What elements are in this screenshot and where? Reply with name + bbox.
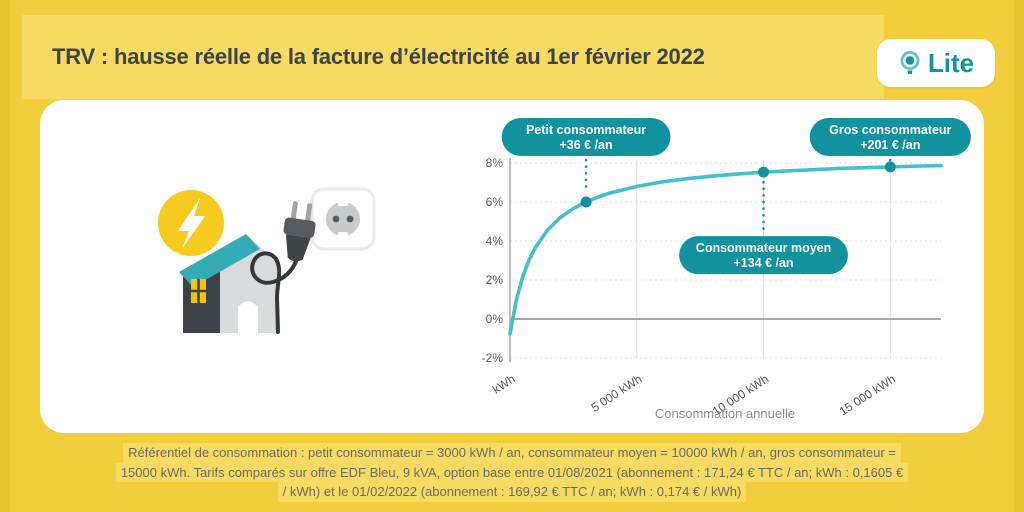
svg-text:kWh: kWh xyxy=(490,372,518,397)
consumption-chart: 8% 6% 4% 2% 0% -2% kWh 5 000 kWh 10 000 kWh 15 00… xyxy=(460,110,990,440)
right-edge-strip xyxy=(1014,0,1024,512)
svg-text:0%: 0% xyxy=(486,312,504,326)
lightbulb-icon xyxy=(900,51,920,74)
chart-svg: 8%6%4%2%0%-2%kWh 5 000 kWh 10 000 kWh 15 00… xyxy=(482,118,971,421)
svg-text:6%: 6% xyxy=(486,195,504,209)
socket-hole-right xyxy=(346,215,354,223)
svg-text:+134 € /an: +134 € /an xyxy=(733,256,793,270)
socket-notch-bottom xyxy=(338,232,348,239)
house-roof xyxy=(179,234,260,287)
svg-text:Consommateur moyen: Consommateur moyen xyxy=(696,241,831,255)
svg-text:2%: 2% xyxy=(486,273,504,287)
footnote-line: / kWh) et le 01/02/2022 (abonnement : 16… xyxy=(0,482,1024,502)
svg-text:Petit consommateur: Petit consommateur xyxy=(526,123,646,137)
svg-text:-2%: -2% xyxy=(482,351,504,365)
power-cord-icon xyxy=(250,251,299,334)
left-edge-strip xyxy=(0,0,10,512)
plug-cap xyxy=(283,217,316,238)
power-plug-icon xyxy=(283,201,316,262)
svg-text:4%: 4% xyxy=(486,234,504,248)
svg-text:Consommation annuelle: Consommation annuelle xyxy=(655,406,795,421)
plug-prong-left xyxy=(290,201,298,222)
lite-logo: Lite xyxy=(877,39,995,87)
footnote-line: 15000 kWh. Tarifs comparés sur offre EDF… xyxy=(0,462,1024,482)
house-plug-illustration xyxy=(158,187,376,334)
svg-text:15 000 kWh: 15 000 kWh xyxy=(837,372,898,419)
house-door xyxy=(238,301,258,333)
footnote-line: Référentiel de consommation : petit cons… xyxy=(0,443,1024,463)
socket-notch-top xyxy=(338,199,348,206)
main-panel: 8% 6% 4% 2% 0% -2% kWh 5 000 kWh 10 000 kWh 15 00… xyxy=(40,100,984,433)
plug-prong-right xyxy=(305,203,313,224)
page-title: TRV : hausse réelle de la facture d’élec… xyxy=(52,44,705,69)
svg-text:+36 € /an: +36 € /an xyxy=(559,138,612,152)
socket-circle xyxy=(326,202,360,236)
svg-text:8%: 8% xyxy=(486,156,504,170)
plug-body xyxy=(285,234,311,262)
lightning-bolt-icon xyxy=(178,198,205,249)
svg-text:+201 € /an: +201 € /an xyxy=(860,138,920,152)
footnote: Référentiel de consommation : petit cons… xyxy=(0,443,1024,502)
svg-text:Gros consommateur: Gros consommateur xyxy=(829,123,951,137)
svg-text:5 000 kWh: 5 000 kWh xyxy=(589,372,645,415)
socket-hole-left xyxy=(332,215,340,223)
header-band: TRV : hausse réelle de la facture d’élec… xyxy=(22,15,884,99)
logo-text: Lite xyxy=(927,47,975,78)
